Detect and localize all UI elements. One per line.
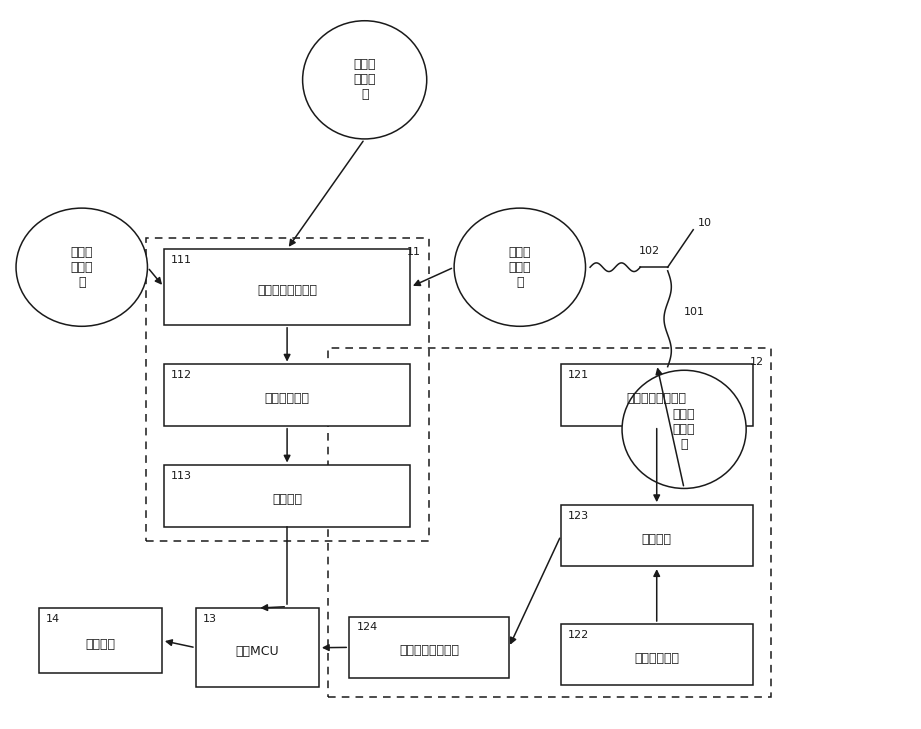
Text: 112: 112: [171, 370, 192, 381]
Bar: [196, 608, 319, 687]
Text: 113: 113: [171, 471, 192, 481]
Text: 101: 101: [684, 306, 705, 316]
Ellipse shape: [303, 20, 426, 139]
Text: 123: 123: [568, 511, 589, 521]
Bar: [328, 348, 771, 698]
Bar: [164, 249, 410, 325]
Bar: [561, 505, 752, 566]
Bar: [164, 465, 410, 526]
Text: 方向信
号麦克
风: 方向信 号麦克 风: [71, 246, 93, 289]
Text: 主控模块: 主控模块: [86, 638, 115, 650]
Text: 122: 122: [568, 630, 589, 640]
Bar: [561, 624, 752, 685]
Bar: [146, 238, 428, 541]
Text: 声音信号接收单元: 声音信号接收单元: [626, 392, 687, 405]
Text: 111: 111: [171, 255, 192, 265]
Text: 102: 102: [639, 246, 660, 257]
Bar: [561, 364, 752, 426]
Bar: [164, 364, 410, 426]
Text: 匹配单元: 匹配单元: [642, 533, 671, 546]
Text: 离线语音单元: 离线语音单元: [635, 652, 679, 665]
Bar: [349, 617, 509, 678]
Ellipse shape: [622, 370, 746, 488]
Text: 头部MCU: 头部MCU: [236, 645, 279, 658]
Text: 12: 12: [750, 356, 764, 367]
Text: 处理单元: 处理单元: [272, 493, 302, 506]
Text: 121: 121: [568, 370, 589, 381]
Bar: [39, 608, 162, 673]
Text: 唤醒指令发送单元: 唤醒指令发送单元: [399, 644, 459, 658]
Text: 方向信
号麦克
风: 方向信 号麦克 风: [508, 246, 531, 289]
Text: 电压转换单元: 电压转换单元: [264, 392, 309, 405]
Text: 声音信
号麦克
风: 声音信 号麦克 风: [673, 408, 695, 451]
Text: 方向信号接收单元: 方向信号接收单元: [257, 284, 317, 297]
Text: 14: 14: [46, 614, 60, 624]
Text: 13: 13: [204, 614, 217, 624]
Text: 124: 124: [356, 623, 378, 633]
Ellipse shape: [454, 208, 586, 327]
Text: 11: 11: [407, 247, 421, 257]
Ellipse shape: [16, 208, 147, 327]
Text: 10: 10: [698, 217, 712, 227]
Text: 方向信
号麦克
风: 方向信 号麦克 风: [354, 58, 376, 101]
